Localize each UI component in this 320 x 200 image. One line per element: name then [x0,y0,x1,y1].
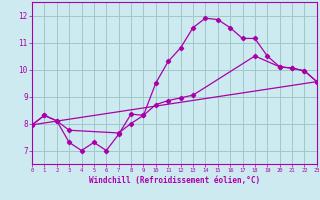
X-axis label: Windchill (Refroidissement éolien,°C): Windchill (Refroidissement éolien,°C) [89,176,260,185]
